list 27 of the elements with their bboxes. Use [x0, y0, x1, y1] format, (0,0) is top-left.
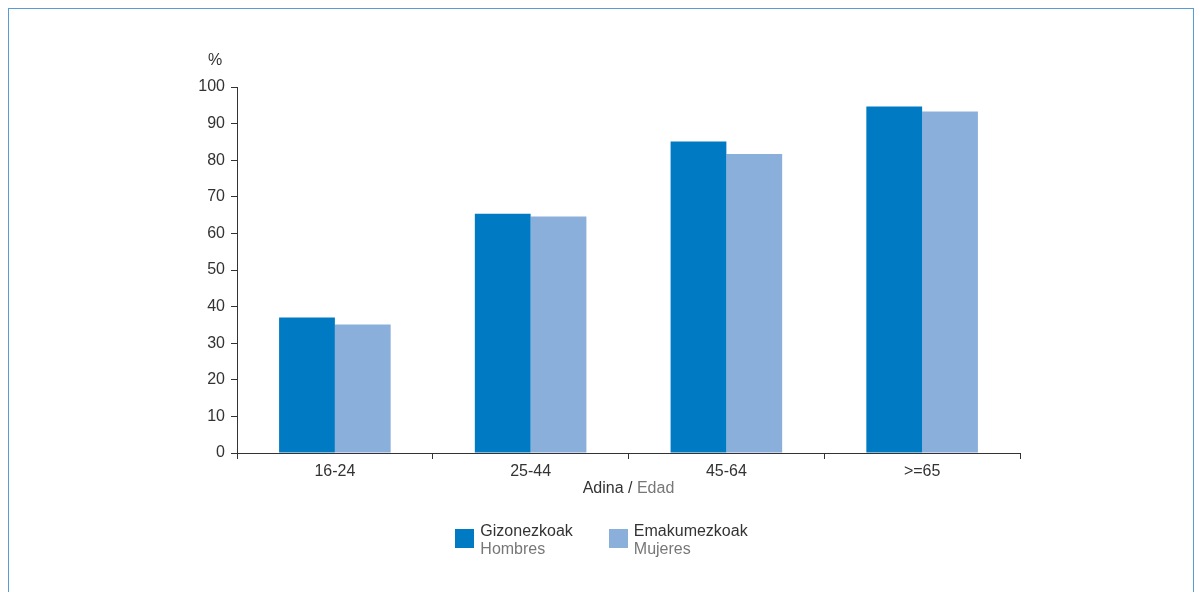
- x-tick-label: 16-24: [314, 462, 356, 480]
- y-axis-title: %: [207, 51, 223, 68]
- bar: [474, 213, 531, 453]
- bar: [726, 153, 783, 453]
- legend-label: Gizonezkoak Hombres: [480, 522, 573, 558]
- y-tick-label: 90: [207, 114, 226, 132]
- y-tick-label: 80: [207, 150, 226, 168]
- bar: [866, 106, 923, 453]
- y-tick-label: 40: [207, 297, 226, 315]
- y-tick-label: 20: [207, 370, 226, 388]
- y-tick-label: 50: [207, 260, 226, 278]
- bar: [334, 324, 391, 453]
- bar: [279, 317, 335, 453]
- bar: [530, 216, 587, 453]
- y-tick-label: 30: [207, 333, 226, 351]
- y-tick-label: 70: [207, 187, 226, 205]
- x-tick-label: >=65: [903, 462, 941, 480]
- y-tick-label: 60: [207, 223, 226, 241]
- legend-label: Emakumezkoak Mujeres: [633, 522, 748, 558]
- x-tick-label: 45-64: [705, 462, 747, 480]
- y-tick-label: 100: [198, 77, 226, 95]
- bar: [922, 111, 978, 453]
- bar: [670, 141, 727, 453]
- x-tick-label: 25-44: [510, 462, 552, 480]
- x-axis-title: Adina / Edad: [582, 479, 675, 496]
- y-tick-label: 10: [207, 406, 226, 424]
- y-tick-label: 0: [216, 443, 226, 461]
